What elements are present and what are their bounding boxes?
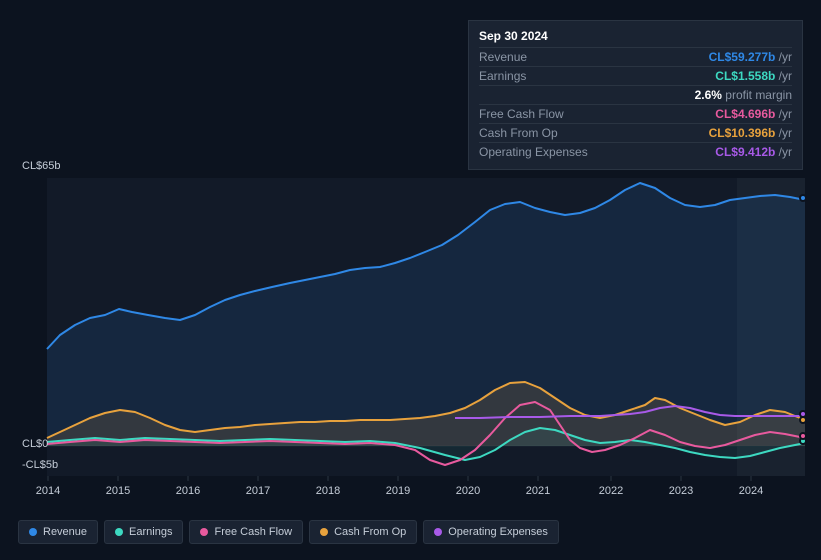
series-end-marker xyxy=(799,194,807,202)
series-end-marker xyxy=(799,432,807,440)
x-axis-label: 2024 xyxy=(739,485,763,497)
x-axis-label: 2020 xyxy=(456,485,480,497)
legend-label: Operating Expenses xyxy=(448,526,548,538)
y-axis-label: CL$65b xyxy=(22,160,61,172)
y-axis-label: CL$0 xyxy=(22,438,48,450)
x-axis-label: 2019 xyxy=(386,485,410,497)
legend-label: Free Cash Flow xyxy=(214,526,292,538)
tooltip-metric-label: Earnings xyxy=(479,69,526,83)
legend-label: Earnings xyxy=(129,526,172,538)
tooltip-row: Revenue CL$59.277b /yr xyxy=(479,47,792,66)
legend-color-dot xyxy=(29,528,37,536)
series-end-marker xyxy=(799,410,807,418)
x-axis-label: 2022 xyxy=(599,485,623,497)
legend-label: Cash From Op xyxy=(334,526,406,538)
legend-color-dot xyxy=(434,528,442,536)
tooltip-metric-label: Operating Expenses xyxy=(479,145,588,159)
legend-label: Revenue xyxy=(43,526,87,538)
x-axis-label: 2018 xyxy=(316,485,340,497)
legend-item[interactable]: Free Cash Flow xyxy=(189,520,303,544)
legend-item[interactable]: Revenue xyxy=(18,520,98,544)
tooltip-row: 2.6% profit margin xyxy=(479,85,792,104)
y-axis-label: -CL$5b xyxy=(22,459,58,471)
tooltip-metric-value: CL$59.277b /yr xyxy=(709,50,792,64)
tooltip-row: Free Cash Flow CL$4.696b /yr xyxy=(479,104,792,123)
legend-item[interactable]: Operating Expenses xyxy=(423,520,559,544)
tooltip-date: Sep 30 2024 xyxy=(479,29,792,47)
tooltip-metric-label: Free Cash Flow xyxy=(479,107,564,121)
legend-color-dot xyxy=(200,528,208,536)
legend-color-dot xyxy=(320,528,328,536)
tooltip-row: Cash From Op CL$10.396b /yr xyxy=(479,123,792,142)
tooltip-row: Operating Expenses CL$9.412b /yr xyxy=(479,142,792,161)
tooltip-metric-value: 2.6% profit margin xyxy=(695,88,792,102)
legend-item[interactable]: Earnings xyxy=(104,520,183,544)
tooltip-row: Earnings CL$1.558b /yr xyxy=(479,66,792,85)
x-axis-label: 2015 xyxy=(106,485,130,497)
tooltip-metric-label: Revenue xyxy=(479,50,527,64)
x-axis-label: 2016 xyxy=(176,485,200,497)
legend-item[interactable]: Cash From Op xyxy=(309,520,417,544)
tooltip-metric-value: CL$4.696b /yr xyxy=(715,107,792,121)
legend-color-dot xyxy=(115,528,123,536)
x-axis-label: 2023 xyxy=(669,485,693,497)
x-axis-label: 2017 xyxy=(246,485,270,497)
tooltip-metric-value: CL$10.396b /yr xyxy=(709,126,792,140)
tooltip-metric-label: Cash From Op xyxy=(479,126,558,140)
tooltip-metric-value: CL$9.412b /yr xyxy=(715,145,792,159)
chart-legend: Revenue Earnings Free Cash Flow Cash From O… xyxy=(18,520,559,544)
tooltip-metric-value: CL$1.558b /yr xyxy=(715,69,792,83)
axis-ticks xyxy=(48,476,751,481)
x-axis-label: 2014 xyxy=(36,485,60,497)
x-axis-label: 2021 xyxy=(526,485,550,497)
data-tooltip: Sep 30 2024 Revenue CL$59.277b /yr Earning… xyxy=(468,20,803,170)
